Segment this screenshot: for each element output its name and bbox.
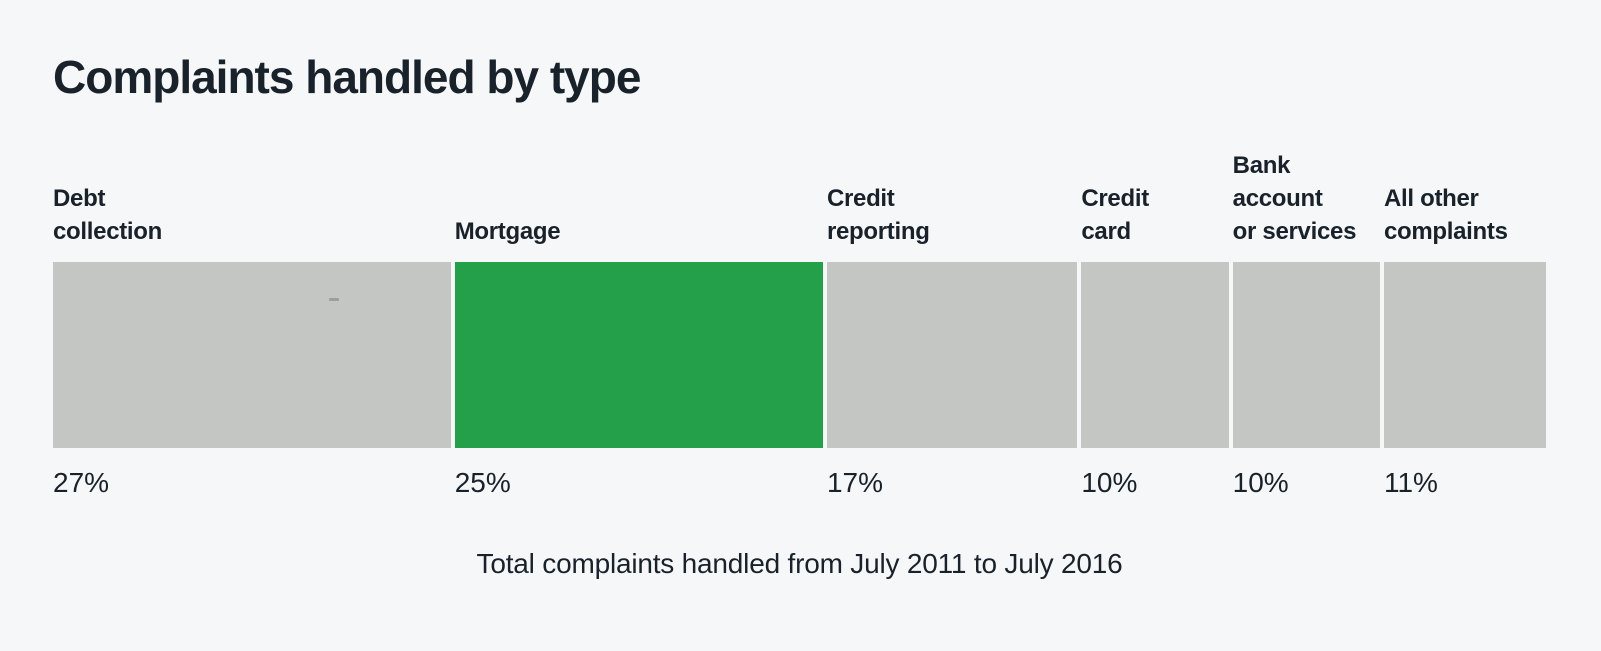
category-label-line: Credit xyxy=(1081,185,1149,213)
category-label-credit-reporting: Credit reporting xyxy=(827,182,1077,248)
value-label-debt-collection: 27% xyxy=(53,467,110,499)
category-label-line: Bank xyxy=(1232,152,1291,180)
category-label-line: All other xyxy=(1383,185,1479,213)
category-label-credit-card: Credit card xyxy=(1081,182,1228,248)
value-label-credit-reporting: 17% xyxy=(826,467,883,499)
bar-segment-credit-card xyxy=(1081,262,1229,449)
category-label-all-other: All other complaints xyxy=(1384,182,1546,248)
stacked-bar xyxy=(53,262,1546,449)
bar-segment-all-other xyxy=(1383,262,1546,449)
bar-segment-bank-account xyxy=(1232,262,1380,449)
category-label-line: Mortgage xyxy=(454,218,561,246)
category-label-line: complaints xyxy=(1383,218,1508,246)
smudge-artifact xyxy=(329,298,339,302)
value-label-credit-card: 10% xyxy=(1081,467,1138,499)
chart-card: Complaints handled by type Debt collecti… xyxy=(0,50,1601,651)
chart-caption: Total complaints handled from July 2011 … xyxy=(476,548,1123,580)
category-label-line: account xyxy=(1232,185,1323,213)
bar-segment-debt-collection xyxy=(53,262,451,449)
category-label-line: card xyxy=(1081,218,1131,246)
category-label-line: Credit xyxy=(826,185,895,213)
bar-segment-credit-reporting xyxy=(826,262,1078,449)
category-label-line: reporting xyxy=(826,218,930,246)
bar-segment-mortgage xyxy=(454,262,823,449)
category-labels-row: Debt collection Mortgage Credit reportin… xyxy=(53,149,1546,248)
value-label-all-other: 11% xyxy=(1383,467,1438,499)
category-label-line: Debt xyxy=(53,185,106,213)
value-label-bank-account: 10% xyxy=(1232,467,1289,499)
chart-title: Complaints handled by type xyxy=(53,51,641,103)
category-label-debt-collection: Debt collection xyxy=(53,182,451,248)
category-label-mortgage: Mortgage xyxy=(455,215,823,248)
category-label-line: or services xyxy=(1232,218,1357,246)
category-label-line: collection xyxy=(53,218,163,246)
value-label-mortgage: 25% xyxy=(454,467,511,499)
category-label-bank-account: Bank account or services xyxy=(1233,149,1380,248)
page-background: { "title": "Complaints handled by type",… xyxy=(0,50,1601,651)
value-labels-row: 27% 25% 17% 10% 10% 11% xyxy=(53,469,1546,497)
